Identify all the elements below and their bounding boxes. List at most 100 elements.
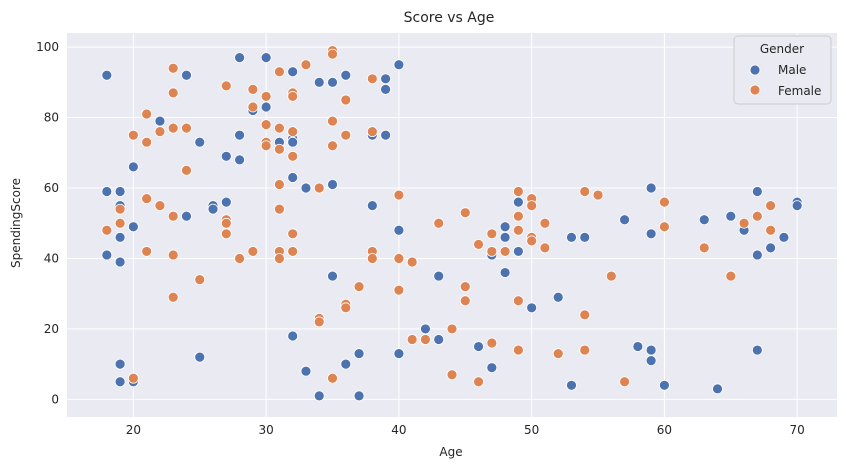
data-point-female bbox=[181, 123, 191, 133]
data-point-female bbox=[487, 246, 497, 256]
data-point-female bbox=[274, 204, 284, 214]
data-point-female bbox=[766, 225, 776, 235]
data-point-female bbox=[659, 197, 669, 207]
y-tick-label: 100 bbox=[36, 40, 59, 54]
chart-title: Score vs Age bbox=[404, 10, 495, 26]
data-point-male bbox=[195, 352, 205, 362]
data-point-female bbox=[580, 187, 590, 197]
data-point-female bbox=[739, 218, 749, 228]
data-point-female bbox=[168, 88, 178, 98]
y-axis-ticks: 0 20 40 60 80 100 bbox=[36, 40, 59, 406]
data-point-female bbox=[474, 239, 484, 249]
data-point-female bbox=[394, 285, 404, 295]
data-point-male bbox=[487, 363, 497, 373]
data-point-female bbox=[513, 187, 523, 197]
data-point-male bbox=[181, 70, 191, 80]
data-point-female bbox=[248, 84, 258, 94]
data-point-female bbox=[513, 225, 523, 235]
data-point-female bbox=[606, 271, 616, 281]
data-point-female bbox=[553, 349, 563, 359]
data-point-male bbox=[566, 380, 576, 390]
data-point-male bbox=[301, 366, 311, 376]
data-point-male bbox=[620, 215, 630, 225]
data-point-female bbox=[274, 67, 284, 77]
legend-label-female: Female bbox=[778, 84, 821, 98]
data-point-male bbox=[381, 130, 391, 140]
data-point-female bbox=[580, 345, 590, 355]
data-point-male bbox=[633, 342, 643, 352]
data-point-female bbox=[168, 63, 178, 73]
data-point-male bbox=[434, 271, 444, 281]
data-point-male bbox=[434, 334, 444, 344]
data-point-male bbox=[261, 53, 271, 63]
data-point-female bbox=[580, 310, 590, 320]
data-point-male bbox=[328, 179, 338, 189]
y-tick-label: 20 bbox=[44, 322, 59, 336]
data-point-male bbox=[354, 349, 364, 359]
data-point-male bbox=[566, 232, 576, 242]
data-point-female bbox=[527, 201, 537, 211]
data-point-male bbox=[221, 197, 231, 207]
data-point-female bbox=[168, 250, 178, 260]
data-point-male bbox=[646, 356, 656, 366]
data-point-female bbox=[142, 137, 152, 147]
y-tick-label: 60 bbox=[44, 181, 59, 195]
data-point-female bbox=[115, 204, 125, 214]
data-point-female bbox=[513, 211, 523, 221]
data-point-male bbox=[288, 137, 298, 147]
data-point-female bbox=[487, 338, 497, 348]
data-point-female bbox=[314, 183, 324, 193]
data-point-male bbox=[181, 211, 191, 221]
data-point-male bbox=[301, 183, 311, 193]
plot-area bbox=[67, 33, 837, 417]
data-point-female bbox=[142, 194, 152, 204]
data-point-female bbox=[593, 190, 603, 200]
data-point-female bbox=[168, 123, 178, 133]
data-point-female bbox=[102, 225, 112, 235]
data-point-male bbox=[102, 70, 112, 80]
data-point-female bbox=[274, 179, 284, 189]
x-tick-label: 50 bbox=[524, 423, 539, 437]
data-point-female bbox=[407, 257, 417, 267]
data-point-female bbox=[274, 253, 284, 263]
legend-label-male: Male bbox=[778, 63, 806, 77]
data-point-male bbox=[474, 342, 484, 352]
data-point-female bbox=[328, 49, 338, 59]
data-point-female bbox=[460, 282, 470, 292]
data-point-male bbox=[713, 384, 723, 394]
data-point-male bbox=[646, 345, 656, 355]
data-point-female bbox=[142, 109, 152, 119]
data-point-female bbox=[766, 201, 776, 211]
legend-marker-male bbox=[750, 65, 760, 75]
data-point-female bbox=[367, 127, 377, 137]
data-point-male bbox=[381, 84, 391, 94]
data-point-female bbox=[513, 296, 523, 306]
data-point-male bbox=[580, 232, 590, 242]
data-point-male bbox=[646, 183, 656, 193]
data-point-male bbox=[102, 250, 112, 260]
data-point-female bbox=[699, 243, 709, 253]
data-point-female bbox=[235, 253, 245, 263]
data-point-female bbox=[221, 229, 231, 239]
data-point-male bbox=[328, 77, 338, 87]
data-point-male bbox=[500, 268, 510, 278]
data-point-male bbox=[341, 70, 351, 80]
data-point-female bbox=[288, 91, 298, 101]
data-point-female bbox=[447, 324, 457, 334]
data-point-male bbox=[128, 222, 138, 232]
data-point-female bbox=[540, 243, 550, 253]
data-point-male bbox=[115, 187, 125, 197]
data-point-female bbox=[288, 151, 298, 161]
data-point-male bbox=[766, 243, 776, 253]
data-point-female bbox=[142, 246, 152, 256]
data-point-male bbox=[394, 60, 404, 70]
data-point-female bbox=[128, 130, 138, 140]
data-point-female bbox=[288, 127, 298, 137]
data-point-male bbox=[314, 77, 324, 87]
x-axis-ticks: 20 30 40 50 60 70 bbox=[126, 423, 805, 437]
data-point-male bbox=[235, 130, 245, 140]
data-point-female bbox=[354, 282, 364, 292]
data-point-female bbox=[726, 271, 736, 281]
data-point-male bbox=[726, 211, 736, 221]
